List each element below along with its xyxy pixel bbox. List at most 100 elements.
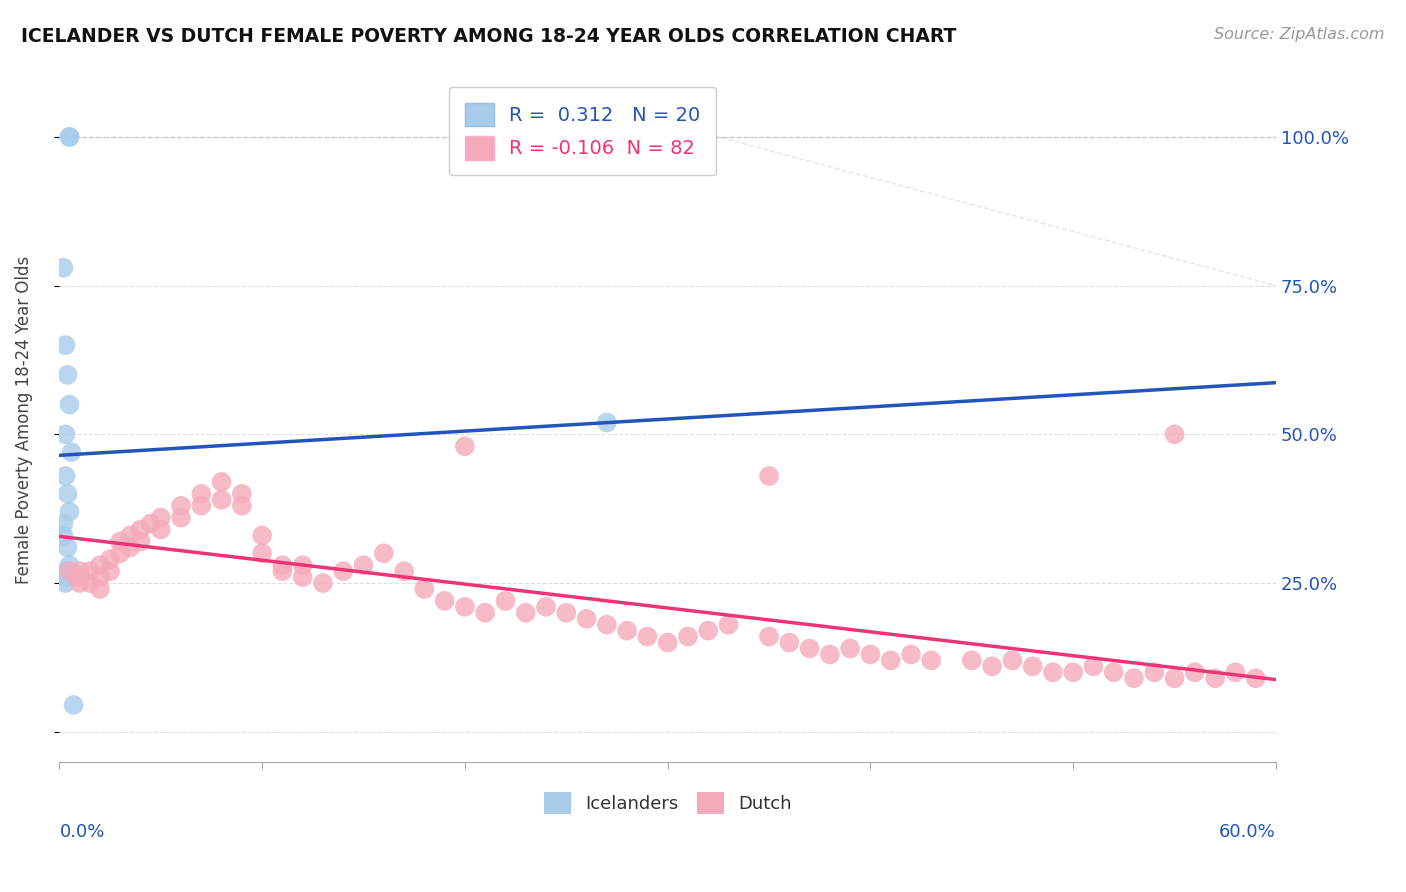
Point (413, 582, 436, 596)
Point (231, 487, 253, 501)
Point (495, 594, 517, 608)
Text: ICELANDER VS DUTCH FEMALE POVERTY AMONG 18-24 YEAR OLDS CORRELATION CHART: ICELANDER VS DUTCH FEMALE POVERTY AMONG … (21, 27, 956, 45)
Point (1163, 671, 1185, 685)
Point (62, 698, 84, 712)
Point (58, 558, 80, 573)
Point (1204, 671, 1226, 685)
Point (110, 534, 132, 549)
Point (697, 624, 720, 638)
Point (880, 653, 903, 667)
Point (454, 439, 477, 453)
Point (778, 635, 800, 649)
Point (474, 606, 496, 620)
Point (69, 576, 91, 591)
Point (89, 582, 111, 596)
Point (1123, 671, 1146, 685)
Point (55, 576, 77, 591)
Point (332, 564, 354, 578)
Point (120, 541, 142, 555)
Point (60, 445, 83, 459)
Point (920, 653, 942, 667)
Point (1102, 665, 1125, 680)
Point (56, 541, 79, 555)
Point (433, 594, 456, 608)
Point (129, 523, 152, 537)
Point (392, 564, 415, 578)
Point (575, 612, 598, 626)
Point (55, 570, 77, 584)
Point (799, 641, 821, 656)
Point (818, 648, 841, 662)
Point (1163, 427, 1185, 442)
Point (58, 505, 80, 519)
Point (149, 510, 172, 524)
Point (1184, 665, 1206, 680)
Point (616, 624, 638, 638)
Point (1083, 659, 1105, 673)
Point (657, 635, 679, 649)
Point (79, 564, 101, 578)
Point (170, 499, 193, 513)
Point (312, 576, 335, 591)
Point (900, 648, 922, 662)
Point (596, 416, 619, 430)
Point (717, 617, 740, 632)
Point (55, 338, 77, 352)
Legend: Icelanders, Dutch: Icelanders, Dutch (537, 784, 799, 821)
Point (1225, 665, 1247, 680)
Point (1244, 671, 1267, 685)
Point (231, 499, 253, 513)
Point (271, 564, 294, 578)
Point (190, 487, 212, 501)
Point (98, 564, 121, 578)
Point (981, 659, 1004, 673)
Point (291, 570, 314, 584)
Point (129, 534, 152, 549)
Point (110, 546, 132, 560)
Point (1143, 665, 1166, 680)
Point (211, 475, 233, 489)
Point (271, 558, 294, 573)
Point (55, 469, 77, 483)
Point (52, 260, 75, 275)
Point (373, 546, 395, 560)
Point (211, 492, 233, 507)
Point (534, 599, 557, 614)
Point (859, 648, 882, 662)
Point (58, 398, 80, 412)
Text: Source: ZipAtlas.com: Source: ZipAtlas.com (1215, 27, 1385, 42)
Point (52, 528, 75, 542)
Point (636, 630, 658, 644)
Point (1021, 659, 1043, 673)
Point (839, 641, 862, 656)
Point (555, 606, 578, 620)
Point (98, 552, 121, 566)
Point (56, 368, 79, 382)
Point (291, 558, 314, 573)
Point (79, 576, 101, 591)
Point (250, 546, 273, 560)
Point (149, 523, 172, 537)
Point (960, 653, 983, 667)
Point (55, 564, 77, 578)
Point (69, 570, 91, 584)
Point (353, 558, 375, 573)
Point (1001, 653, 1024, 667)
Point (120, 528, 142, 542)
Point (170, 510, 193, 524)
Point (89, 558, 111, 573)
Point (515, 606, 537, 620)
Point (758, 630, 780, 644)
Point (139, 516, 162, 531)
Point (190, 499, 212, 513)
Point (596, 617, 619, 632)
Point (758, 469, 780, 483)
Text: 60.0%: 60.0% (1219, 823, 1277, 841)
Point (89, 570, 111, 584)
Point (454, 599, 477, 614)
Point (1062, 665, 1084, 680)
Point (55, 427, 77, 442)
Point (250, 528, 273, 542)
Point (58, 130, 80, 145)
Point (58, 130, 80, 145)
